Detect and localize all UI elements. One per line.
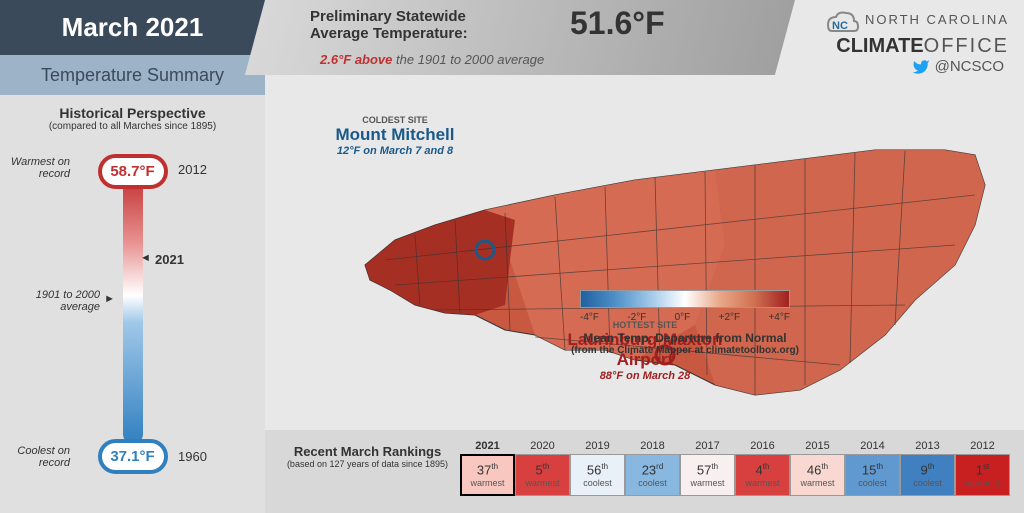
warmest-bulb: 58.7°F <box>98 154 168 189</box>
region-west <box>365 210 515 315</box>
historical-panel: Historical Perspective (compared to all … <box>0 95 265 513</box>
coolest-bulb: 37.1°F <box>98 439 168 474</box>
rankings-title-wrap: Recent March Rankings (based on 127 year… <box>280 444 455 469</box>
rank-box: 202137thwarmest <box>460 440 515 496</box>
legend-ticks: -4°F -2°F 0°F +2°F +4°F <box>580 312 790 323</box>
rank-box: 201823rdcoolest <box>625 440 680 496</box>
twitter-icon <box>912 58 930 76</box>
thermometer-tube <box>123 174 143 444</box>
map-area: COLDEST SITE Mount Mitchell 12°F on Marc… <box>265 95 1024 430</box>
rankings-boxes: 202137thwarmest20205thwarmest201956thcoo… <box>460 440 1010 496</box>
rank-box: 20121stwarmest <box>955 440 1010 496</box>
main-title: March 2021 <box>0 0 265 55</box>
rank-box: 20139thcoolest <box>900 440 955 496</box>
coldest-site-label: COLDEST SITE Mount Mitchell 12°F on Marc… <box>295 115 495 157</box>
coolest-year: 1960 <box>178 449 207 464</box>
header: March 2021 Temperature Summary Prelimina… <box>0 0 1024 95</box>
coolest-label: Coolest on record <box>10 445 70 469</box>
rank-box: 201757thwarmest <box>680 440 735 496</box>
prelim-label: Preliminary Statewide Average Temperatur… <box>310 8 760 42</box>
rank-box: 201956thcoolest <box>570 440 625 496</box>
map-legend: -4°F -2°F 0°F +2°F +4°F Mean Temp. Depar… <box>560 290 810 356</box>
warmest-label: Warmest on record <box>10 156 70 180</box>
anomaly-text: 2.6°F above the 1901 to 2000 average <box>320 52 544 67</box>
historical-subtitle: (compared to all Marches since 1895) <box>0 121 265 132</box>
legend-colorbar <box>580 290 790 308</box>
svg-text:NC: NC <box>832 20 848 32</box>
rank-box: 20164thwarmest <box>735 440 790 496</box>
twitter-handle: @NCSCO <box>912 58 1004 76</box>
warmest-year: 2012 <box>178 162 207 177</box>
thermometer: 58.7°F 37.1°F Warmest on record Coolest … <box>0 144 265 474</box>
rank-box: 201415thcoolest <box>845 440 900 496</box>
rankings-bar: Recent March Rankings (based on 127 year… <box>265 430 1024 513</box>
org-logo: NC NORTH CAROLINA CLIMATEOFFICE <box>789 5 1009 58</box>
historical-title: Historical Perspective <box>0 105 265 121</box>
infographic-container: March 2021 Temperature Summary Prelimina… <box>0 0 1024 513</box>
current-year-marker: 2021 <box>155 252 184 267</box>
rank-box: 20205thwarmest <box>515 440 570 496</box>
subtitle: Temperature Summary <box>0 55 265 95</box>
cloud-logo-icon: NC <box>820 5 860 35</box>
prelim-temperature: 51.6°F <box>570 5 665 42</box>
average-marker: 1901 to 2000 average <box>10 289 100 313</box>
rank-box: 201546thwarmest <box>790 440 845 496</box>
